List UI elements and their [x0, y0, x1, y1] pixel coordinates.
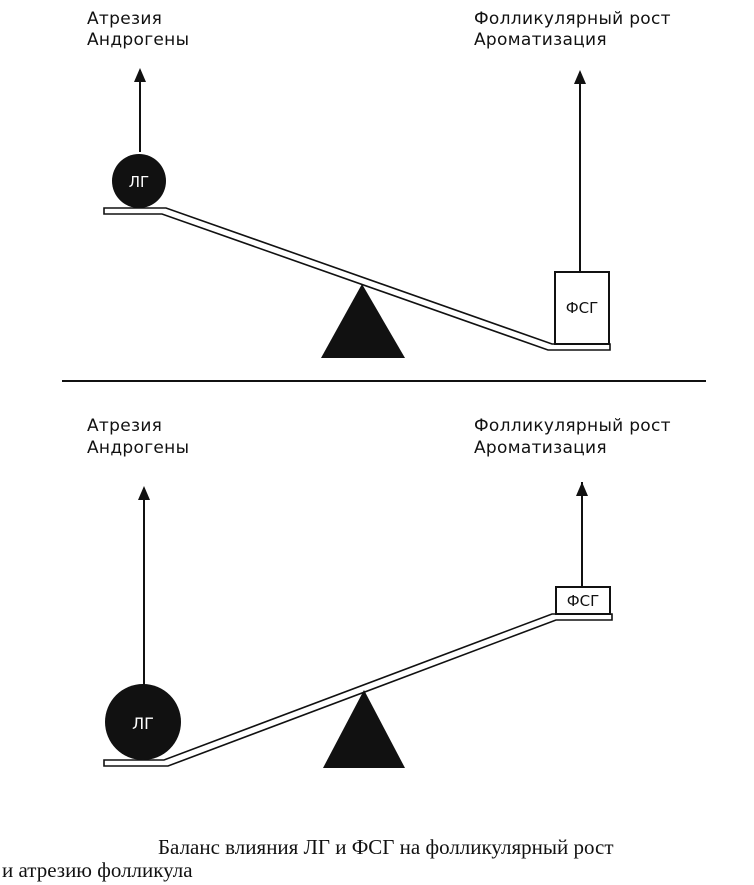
bottom-left-arrow [138, 486, 150, 688]
top-right-arrow [574, 70, 586, 272]
bottom-right-label-aromatization: Ароматизация [474, 438, 607, 458]
top-fsh-label: ФСГ [566, 299, 599, 317]
bottom-left-label-atresia: Атрезия [87, 416, 163, 436]
bottom-balance-beam [103, 613, 613, 767]
bottom-lh-label: ЛГ [132, 714, 154, 733]
top-fulcrum [321, 284, 405, 358]
top-left-label-androgens: Андрогены [87, 30, 190, 50]
bottom-right-arrow [576, 482, 588, 586]
top-lh-weight: ЛГ [112, 154, 166, 208]
top-left-label-atresia: Атрезия [87, 9, 163, 29]
bottom-fulcrum [323, 690, 405, 768]
top-fsh-weight: ФСГ [554, 271, 610, 345]
bottom-fsh-weight: ФСГ [555, 586, 611, 615]
caption-line-2: и атрезию фолликула [2, 858, 193, 882]
top-balance-beam [103, 207, 611, 351]
bottom-fsh-label: ФСГ [567, 592, 600, 610]
bottom-right-label-follicular-growth: Фолликулярный рост [474, 416, 671, 436]
top-left-arrow [134, 68, 146, 152]
bottom-lh-weight: ЛГ [105, 684, 181, 760]
top-right-label-follicular-growth: Фолликулярный рост [474, 9, 671, 29]
top-lh-label: ЛГ [129, 173, 149, 191]
caption-line-1: Баланс влияния ЛГ и ФСГ на фолликулярный… [158, 835, 614, 859]
bottom-left-label-androgens: Андрогены [87, 438, 190, 458]
top-right-label-aromatization: Ароматизация [474, 30, 607, 50]
